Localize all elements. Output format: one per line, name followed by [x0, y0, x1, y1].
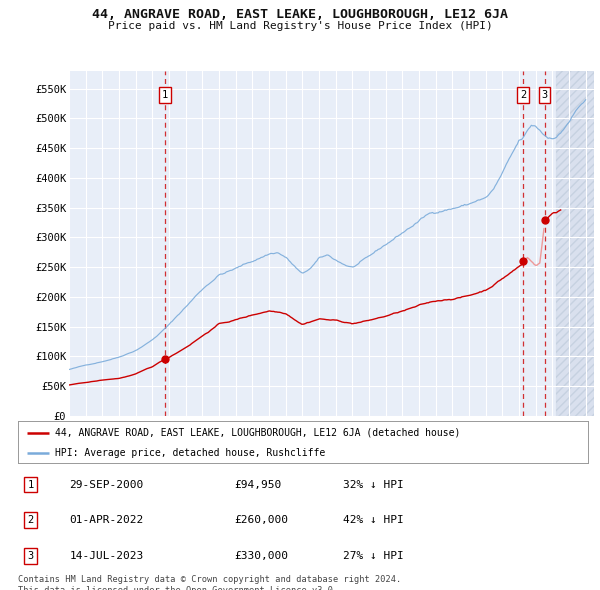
Text: 42% ↓ HPI: 42% ↓ HPI [343, 516, 404, 525]
Text: 01-APR-2022: 01-APR-2022 [70, 516, 143, 525]
Text: 1: 1 [28, 480, 34, 490]
Text: £330,000: £330,000 [235, 551, 289, 561]
Text: HPI: Average price, detached house, Rushcliffe: HPI: Average price, detached house, Rush… [55, 448, 325, 457]
Text: 3: 3 [542, 90, 548, 100]
Bar [556, 71, 594, 416]
Text: 44, ANGRAVE ROAD, EAST LEAKE, LOUGHBOROUGH, LE12 6JA (detached house): 44, ANGRAVE ROAD, EAST LEAKE, LOUGHBOROU… [55, 428, 460, 438]
Text: Contains HM Land Registry data © Crown copyright and database right 2024.
This d: Contains HM Land Registry data © Crown c… [18, 575, 401, 590]
Bar [556, 71, 594, 416]
Text: 44, ANGRAVE ROAD, EAST LEAKE, LOUGHBOROUGH, LE12 6JA: 44, ANGRAVE ROAD, EAST LEAKE, LOUGHBOROU… [92, 8, 508, 21]
Text: 2: 2 [520, 90, 526, 100]
Text: 3: 3 [28, 551, 34, 561]
Text: £260,000: £260,000 [235, 516, 289, 525]
Text: £94,950: £94,950 [235, 480, 282, 490]
Text: 32% ↓ HPI: 32% ↓ HPI [343, 480, 404, 490]
Text: 14-JUL-2023: 14-JUL-2023 [70, 551, 143, 561]
Text: 1: 1 [162, 90, 168, 100]
Text: 29-SEP-2000: 29-SEP-2000 [70, 480, 143, 490]
Text: Price paid vs. HM Land Registry's House Price Index (HPI): Price paid vs. HM Land Registry's House … [107, 21, 493, 31]
Text: 2: 2 [28, 516, 34, 525]
Text: 27% ↓ HPI: 27% ↓ HPI [343, 551, 404, 561]
